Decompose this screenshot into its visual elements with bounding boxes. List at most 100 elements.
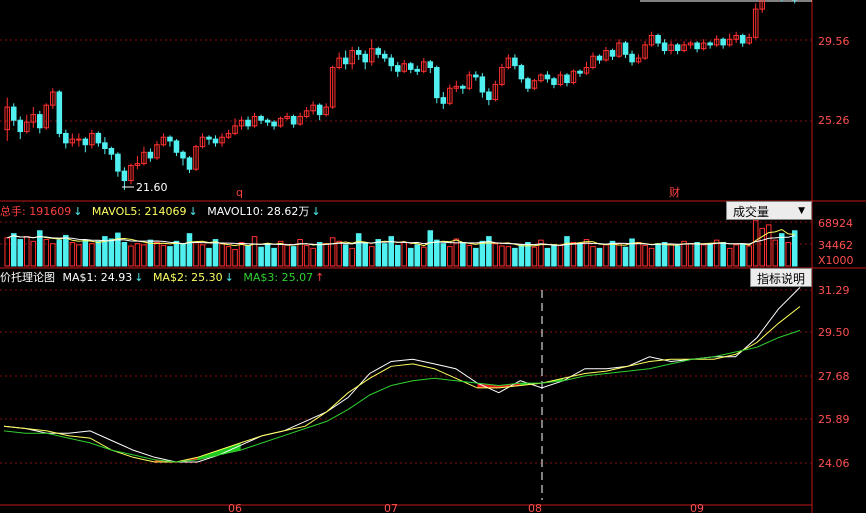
volume-bar bbox=[759, 227, 765, 267]
volume-bar bbox=[63, 234, 69, 267]
volume-bar bbox=[368, 246, 375, 267]
indicator-label-ma3: MA$3: 25.07 bbox=[243, 271, 313, 284]
candle-body bbox=[551, 78, 557, 85]
candle-body bbox=[460, 85, 466, 89]
volume-bar bbox=[707, 243, 713, 267]
candle-body bbox=[733, 34, 739, 40]
price-y-tick-high: 29.56 bbox=[818, 35, 850, 48]
volume-bar bbox=[89, 243, 95, 267]
volume-bar bbox=[10, 233, 17, 267]
volume-header: 总手: 191609 ↓ MAVOL5: 214069 ↓ MAVOL10: 28.… bbox=[0, 204, 321, 218]
candle-body bbox=[349, 50, 355, 65]
candle-body bbox=[173, 140, 180, 153]
volume-bar bbox=[180, 243, 186, 267]
candle-body bbox=[635, 57, 642, 63]
volume-bar bbox=[245, 244, 251, 267]
volume-bar bbox=[674, 245, 681, 267]
volume-bar bbox=[421, 246, 427, 267]
candle-body bbox=[421, 61, 427, 72]
candle-body bbox=[225, 132, 232, 138]
volume-bar bbox=[349, 247, 355, 267]
volume-button-label: 成交量 bbox=[733, 205, 770, 219]
event-marker-cai: 财 bbox=[669, 185, 680, 199]
volume-bar bbox=[414, 244, 421, 267]
chevron-down-icon: ▼ bbox=[798, 206, 805, 216]
volume-indicator-button[interactable]: 成交量 ▼ bbox=[726, 201, 812, 220]
volume-bar bbox=[95, 240, 102, 267]
volume-bar bbox=[30, 240, 37, 267]
volume-bar bbox=[583, 239, 590, 267]
volume-y-tick-unit: X1000 bbox=[818, 254, 854, 267]
candle-body bbox=[160, 136, 167, 146]
volume-bar bbox=[206, 247, 212, 267]
volume-bar bbox=[199, 244, 206, 267]
candle-body bbox=[102, 142, 108, 150]
indicator-help-button[interactable]: 指标说明 bbox=[750, 268, 812, 287]
volume-bar bbox=[518, 244, 525, 267]
volume-bar bbox=[193, 242, 199, 267]
candle-body bbox=[583, 67, 590, 74]
candle-body bbox=[713, 38, 720, 46]
volume-bar bbox=[225, 246, 232, 267]
volume-bar bbox=[277, 240, 284, 267]
volume-arrow-mavol5: ↓ bbox=[189, 205, 198, 218]
candle-body bbox=[251, 115, 258, 127]
volume-bar bbox=[473, 247, 479, 267]
indicator-y-tick-4: 24.06 bbox=[818, 457, 850, 470]
volume-bar bbox=[336, 240, 342, 267]
candle-body bbox=[329, 67, 336, 108]
candle-body bbox=[492, 83, 499, 101]
candle-body bbox=[199, 136, 206, 148]
candle-body bbox=[362, 53, 368, 63]
candle-body bbox=[648, 34, 655, 46]
candle-body bbox=[154, 144, 160, 159]
candle-body bbox=[512, 57, 518, 67]
volume-bar bbox=[791, 230, 798, 267]
candle-body bbox=[303, 110, 310, 117]
volume-bar bbox=[551, 244, 557, 267]
volume-bar bbox=[577, 243, 583, 267]
volume-y-tick-mid: 34462 bbox=[818, 239, 853, 252]
low-price-marker: 21.60 bbox=[136, 181, 168, 194]
candle-body bbox=[368, 48, 375, 63]
volume-label-total: 总手: 191609 bbox=[0, 204, 71, 218]
volume-bar bbox=[76, 244, 82, 267]
candle-body bbox=[674, 44, 681, 52]
indicator-label-ma2: MA$2: 25.30 bbox=[153, 271, 223, 284]
candle-body bbox=[30, 114, 37, 123]
volume-bar bbox=[746, 245, 752, 267]
candle-body bbox=[258, 115, 264, 121]
volume-bar bbox=[440, 243, 447, 267]
volume-bar bbox=[570, 242, 577, 267]
volume-arrow-total: ↓ bbox=[73, 205, 82, 218]
candle-body bbox=[141, 151, 147, 165]
crossover-fill-green bbox=[520, 378, 564, 386]
candle-body bbox=[401, 63, 408, 72]
volume-bar bbox=[512, 247, 518, 267]
candle-body bbox=[616, 42, 622, 57]
volume-bar bbox=[251, 236, 258, 267]
candle-body bbox=[518, 65, 525, 80]
volume-bar bbox=[668, 244, 674, 267]
candle-body bbox=[167, 136, 173, 142]
candle-body bbox=[297, 115, 303, 125]
volume-bar bbox=[329, 237, 336, 267]
candle-body bbox=[655, 34, 661, 44]
candle-body bbox=[206, 136, 212, 140]
candle-body bbox=[668, 44, 674, 52]
volume-bar bbox=[24, 236, 30, 267]
candle-body bbox=[557, 74, 564, 85]
candle-body bbox=[531, 80, 538, 89]
candle-body bbox=[447, 87, 453, 104]
volume-bar bbox=[323, 243, 329, 267]
candle-body bbox=[486, 91, 492, 101]
volume-bar bbox=[173, 240, 180, 267]
indicator-y-tick-0: 31.29 bbox=[818, 284, 850, 297]
volume-bar bbox=[17, 239, 24, 267]
volume-bar bbox=[531, 246, 538, 267]
volume-bar bbox=[564, 236, 570, 267]
volume-bar bbox=[466, 244, 473, 267]
volume-bars bbox=[4, 219, 798, 267]
volume-bar bbox=[772, 239, 778, 267]
volume-bar bbox=[147, 239, 154, 267]
